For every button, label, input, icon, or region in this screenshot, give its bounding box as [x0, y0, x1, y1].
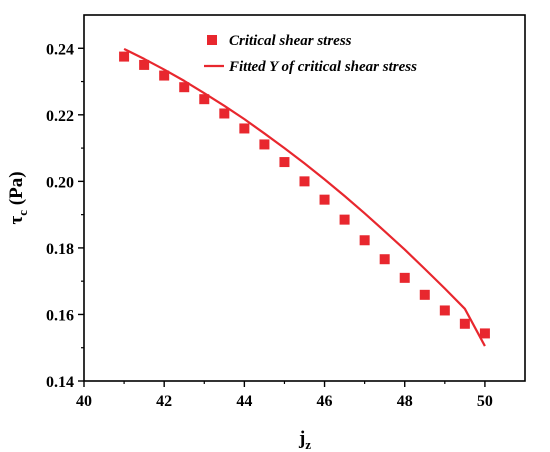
- y-axis-ticks: 0.14 0.16 0.18 0.20 0.22 0.24: [46, 41, 84, 391]
- y-tick-label: 0.16: [46, 307, 74, 324]
- data-point: [439, 305, 450, 316]
- y-tick-label: 0.14: [46, 374, 74, 391]
- x-axis-ticks: 40 42 44 46 48 50: [76, 381, 493, 410]
- y-axis-title: τc (Pa): [6, 171, 30, 224]
- data-point: [279, 157, 290, 168]
- x-tick-label: 46: [317, 393, 333, 410]
- data-point: [319, 194, 330, 205]
- data-point: [159, 70, 170, 81]
- series-layer: [119, 47, 490, 347]
- data-point: [259, 139, 270, 150]
- x-tick-label: 44: [236, 393, 252, 410]
- data-point: [379, 254, 390, 265]
- data-point: [479, 328, 490, 339]
- x-axis-title: jz: [298, 428, 311, 452]
- data-point: [179, 82, 190, 93]
- fitted-curve: [123, 47, 486, 347]
- data-point: [359, 235, 370, 246]
- y-tick-label: 0.18: [46, 241, 74, 258]
- x-tick-label: 50: [477, 393, 493, 410]
- data-point: [459, 318, 470, 329]
- legend-marker-scatter: [207, 35, 217, 45]
- data-point: [139, 59, 150, 70]
- x-tick-label: 42: [156, 393, 172, 410]
- data-point: [119, 51, 130, 62]
- data-point: [239, 123, 250, 134]
- data-point: [399, 272, 410, 283]
- data-point: [299, 176, 310, 187]
- data-point: [419, 289, 430, 300]
- legend-label-line: Fitted Y of critical shear stress: [228, 59, 417, 75]
- legend-label-scatter: Critical shear stress: [229, 33, 352, 49]
- x-tick-label: 40: [76, 393, 92, 410]
- y-tick-label: 0.24: [46, 41, 74, 58]
- data-point: [339, 214, 350, 225]
- legend: Critical shear stress Fitted Y of critic…: [204, 33, 417, 75]
- x-tick-label: 48: [397, 393, 413, 410]
- data-point: [199, 94, 210, 105]
- y-tick-label: 0.20: [46, 174, 74, 191]
- plot-frame: [83, 14, 526, 382]
- y-tick-label: 0.22: [46, 108, 74, 125]
- data-point: [219, 108, 230, 119]
